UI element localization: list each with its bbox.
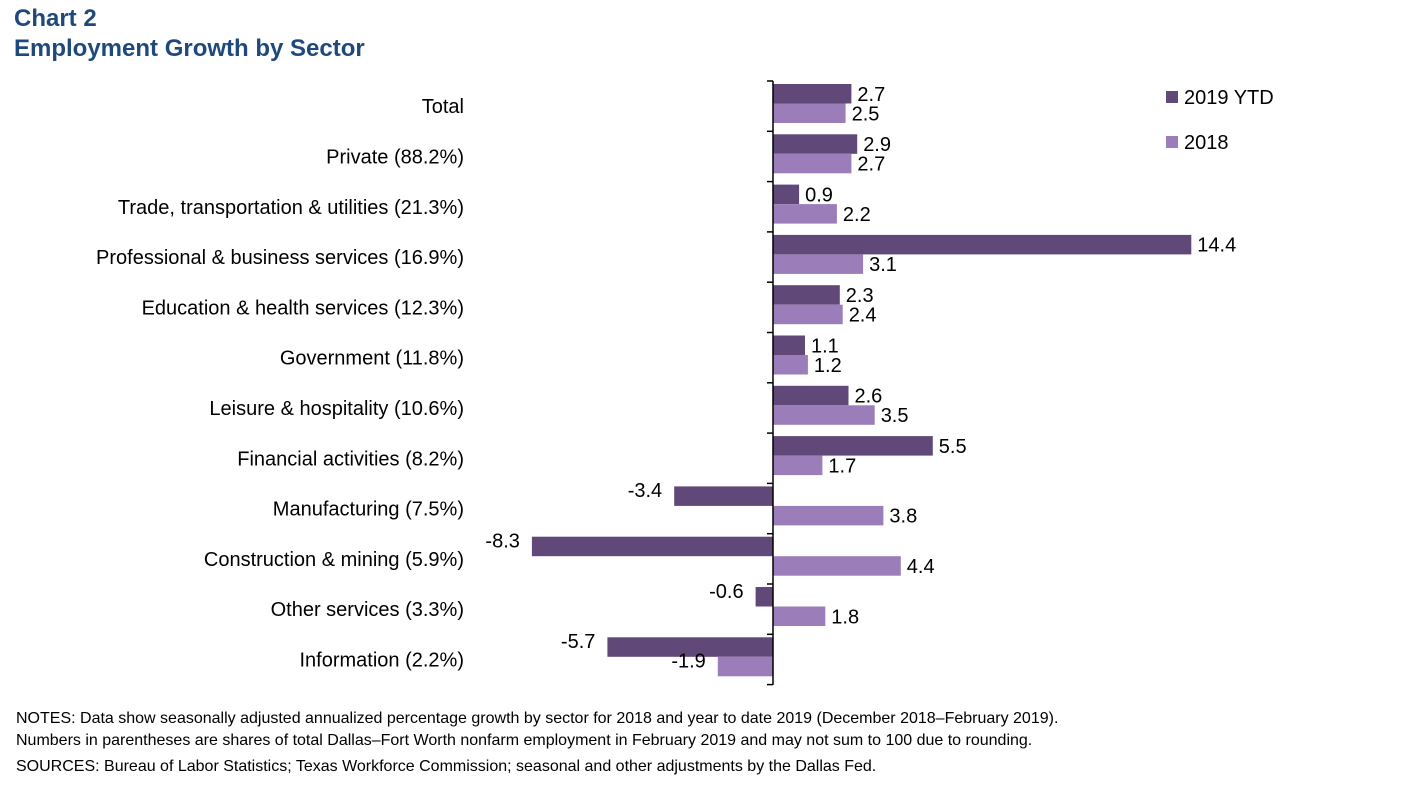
value-label-2018-professional-and-business-services: 3.1 — [869, 254, 897, 276]
value-label-2018-government: 1.2 — [814, 355, 842, 377]
value-label-2018-manufacturing: 3.8 — [889, 506, 917, 528]
bar-chart: Total Private (88.2%) Trade, transportatio… — [96, 80, 1274, 686]
category-label-construction-and-mining: Construction & mining (5.9%) — [204, 549, 464, 571]
bar-2018-information — [717, 656, 773, 677]
value-labels: 2.72.52.92.70.92.214.43.12.32.41.11.22.6… — [485, 84, 1236, 673]
value-label-2019-ytd-government: 1.1 — [811, 335, 839, 357]
value-label-2019-ytd-education-and-health-services: 2.3 — [846, 285, 874, 307]
bar-2019-ytd-education-and-health-services — [773, 285, 840, 305]
value-label-2019-ytd-trade-transportation-and-utilities: 0.9 — [805, 184, 833, 206]
bar-2019-ytd-construction-and-mining — [531, 536, 773, 557]
category-label-trade-transportation-and-utilities: Trade, transportation & utilities (21.3%… — [118, 197, 464, 219]
value-label-2019-ytd-total: 2.7 — [857, 84, 885, 106]
bar-2019-ytd-manufacturing — [674, 486, 773, 506]
bar-2019-ytd-professional-and-business-services — [773, 234, 1192, 255]
bar-2019-ytd-private — [773, 134, 858, 154]
category-label-information: Information (2.2%) — [299, 649, 464, 671]
value-label-2018-leisure-and-hospitality: 3.5 — [881, 405, 909, 427]
bar-2018-other-services — [773, 606, 826, 626]
value-label-2018-education-and-health-services: 2.4 — [849, 304, 877, 326]
bar-2019-ytd-information — [607, 637, 773, 657]
legend: 2019 YTD 2018 — [1166, 87, 1274, 154]
chart-notes: NOTES: Data show seasonally adjusted ann… — [16, 708, 1406, 778]
value-label-2019-ytd-financial-activities: 5.5 — [939, 436, 967, 458]
bar-2018-total — [773, 103, 846, 123]
category-label-leisure-and-hospitality: Leisure & hospitality (10.6%) — [209, 398, 464, 420]
notes-line-1: NOTES: Data show seasonally adjusted ann… — [16, 710, 1059, 727]
value-label-2018-construction-and-mining: 4.4 — [907, 556, 935, 578]
value-label-2019-ytd-construction-and-mining: -8.3 — [485, 531, 519, 553]
legend-label-2019-ytd: 2019 YTD — [1184, 87, 1274, 109]
value-label-2019-ytd-private: 2.9 — [863, 134, 891, 156]
value-label-2018-information: -1.9 — [671, 651, 705, 673]
bar-2018-leisure-and-hospitality — [773, 405, 875, 425]
value-label-2019-ytd-other-services: -0.6 — [709, 581, 743, 603]
legend-label-2018: 2018 — [1184, 132, 1229, 154]
bar-2019-ytd-trade-transportation-and-utilities — [773, 184, 800, 205]
sources-line: SOURCES: Bureau of Labor Statistics; Tex… — [16, 758, 877, 775]
value-label-2018-financial-activities: 1.7 — [828, 455, 856, 477]
category-axis — [767, 80, 774, 686]
bar-2019-ytd-government — [773, 335, 805, 355]
category-label-education-and-health-services: Education & health services (12.3%) — [142, 297, 464, 319]
bar-2018-manufacturing — [773, 505, 884, 526]
legend-swatch-2018 — [1166, 136, 1178, 148]
bar-2018-construction-and-mining — [773, 556, 901, 576]
value-label-2018-trade-transportation-and-utilities: 2.2 — [843, 204, 871, 226]
category-label-government: Government (11.8%) — [280, 348, 464, 370]
bar-2018-professional-and-business-services — [773, 254, 864, 274]
category-label-total: Total — [422, 96, 464, 118]
notes-line-2: Numbers in parentheses are shares of tot… — [16, 732, 1033, 749]
bar-2019-ytd-financial-activities — [773, 436, 933, 456]
bar-2018-private — [773, 153, 852, 174]
category-labels: Total Private (88.2%) Trade, transportatio… — [96, 96, 464, 671]
bar-2018-financial-activities — [773, 455, 823, 476]
value-label-2018-total: 2.5 — [852, 103, 880, 125]
value-label-2019-ytd-manufacturing: -3.4 — [628, 480, 662, 502]
bar-2019-ytd-total — [773, 84, 852, 104]
value-label-2019-ytd-leisure-and-hospitality: 2.6 — [855, 386, 883, 408]
chart-title: Chart 2 Employment Growth by Sector — [14, 4, 365, 64]
category-label-professional-and-business-services: Professional & business services (16.9%) — [96, 247, 464, 269]
value-label-2019-ytd-information: -5.7 — [561, 631, 595, 653]
value-label-2019-ytd-professional-and-business-services: 14.4 — [1197, 235, 1236, 257]
bars — [531, 84, 1192, 677]
category-label-private: Private (88.2%) — [326, 146, 464, 168]
bar-2018-government — [773, 355, 808, 375]
category-label-manufacturing: Manufacturing (7.5%) — [273, 499, 464, 521]
category-label-other-services: Other services (3.3%) — [271, 599, 464, 621]
value-label-2018-other-services: 1.8 — [831, 606, 859, 628]
value-label-2018-private: 2.7 — [857, 154, 885, 176]
chart-label: Chart 2 — [14, 5, 97, 32]
bar-2018-trade-transportation-and-utilities — [773, 204, 837, 224]
legend-swatch-2019-ytd — [1166, 91, 1178, 103]
chart-heading: Employment Growth by Sector — [14, 35, 365, 62]
bar-2019-ytd-leisure-and-hospitality — [773, 385, 849, 406]
category-label-financial-activities: Financial activities (8.2%) — [237, 448, 464, 470]
bar-2019-ytd-other-services — [755, 587, 773, 607]
bar-2018-education-and-health-services — [773, 304, 843, 325]
